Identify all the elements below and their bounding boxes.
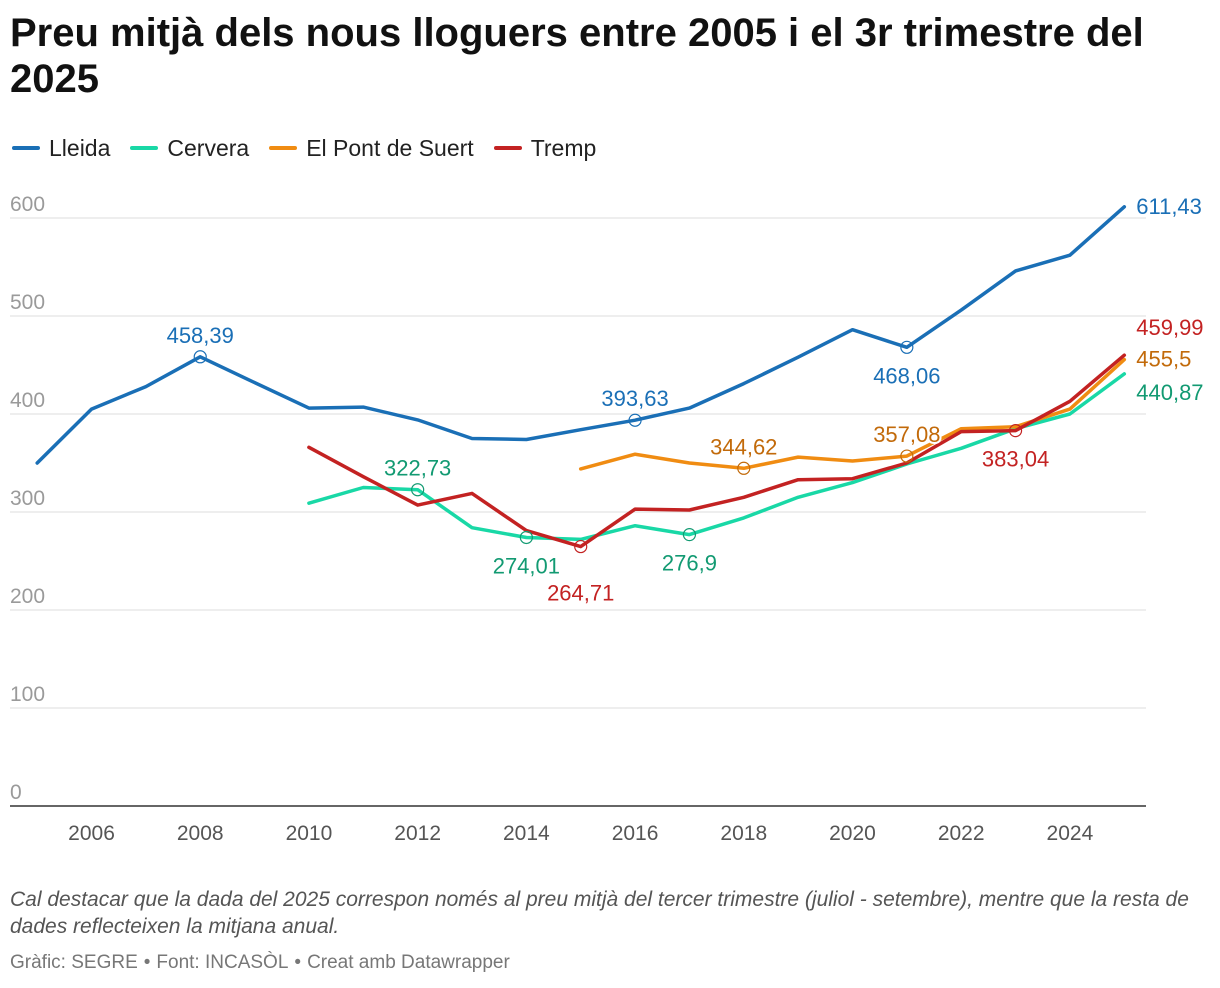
y-tick-label: 100 xyxy=(10,683,45,706)
x-tick-label: 2016 xyxy=(612,822,659,845)
source-line: Gràfic: SEGRE • Font: INCASÒL • Creat amb Da… xyxy=(10,952,510,974)
data-label: 458,39 xyxy=(167,323,234,348)
series-line-lleida xyxy=(35,205,1127,465)
credit-tool[interactable]: Creat amb Datawrapper xyxy=(307,952,510,973)
data-point-marker xyxy=(737,461,751,475)
x-tick-label: 2012 xyxy=(394,822,441,845)
x-tick-label: 2018 xyxy=(720,822,767,845)
y-tick-label: 0 xyxy=(10,781,22,804)
series-line-tremp xyxy=(307,353,1127,549)
x-tick-label: 2014 xyxy=(503,822,550,845)
data-label: 459,99 xyxy=(1136,315,1203,340)
x-tick-label: 2022 xyxy=(938,822,985,845)
legend-label: Tremp xyxy=(530,134,597,161)
separator: • xyxy=(294,952,302,973)
data-label: 468,06 xyxy=(873,363,940,388)
x-tick-label: 2024 xyxy=(1047,822,1094,845)
series-line-cervera xyxy=(307,372,1127,542)
data-point-marker xyxy=(193,350,207,364)
x-tick-label: 2006 xyxy=(68,822,115,845)
chart-note: Cal destacar que la dada del 2025 corres… xyxy=(10,888,1189,938)
legend-swatch-cervera xyxy=(130,146,159,150)
y-tick-label: 500 xyxy=(10,291,45,314)
legend-item-el-pont-de-suert[interactable]: El Pont de Suert xyxy=(269,135,474,162)
data-label: 357,08 xyxy=(873,422,940,447)
legend-swatch-lleida xyxy=(12,146,40,150)
y-tick-label: 300 xyxy=(10,487,45,510)
credit-graphic: Gràfic: SEGRE xyxy=(10,952,138,973)
legend-label: Lleida xyxy=(49,134,111,161)
data-point-marker xyxy=(1008,424,1023,438)
data-label: 383,04 xyxy=(982,447,1049,472)
data-label: 322,73 xyxy=(384,456,451,481)
y-tick-label: 400 xyxy=(10,389,45,412)
line-chart: 0 100 200 300 400 500 600 2006 2008 2010 2012 2014 2… xyxy=(10,192,1206,845)
data-point-marker xyxy=(574,539,588,554)
legend-item-cervera[interactable]: Cervera xyxy=(130,135,249,162)
x-tick-label: 2008 xyxy=(177,822,224,845)
x-tick-label: 2020 xyxy=(829,822,876,845)
legend-swatch-el-pont-de-suert xyxy=(269,146,298,150)
data-label: 344,62 xyxy=(710,434,777,459)
y-tick-label: 600 xyxy=(10,193,45,216)
data-point-marker xyxy=(411,483,425,497)
data-label: 264,71 xyxy=(547,581,614,606)
data-point-marker xyxy=(900,340,914,354)
credit-source: Font: INCASÒL xyxy=(156,952,289,973)
legend-item-lleida[interactable]: Lleida xyxy=(12,135,110,162)
data-point-marker xyxy=(900,449,914,463)
data-label: 440,87 xyxy=(1136,380,1203,405)
data-label: 393,63 xyxy=(601,386,668,411)
data-label: 611,43 xyxy=(1136,194,1202,219)
y-tick-label: 200 xyxy=(10,585,45,608)
x-tick-label: 2010 xyxy=(286,822,333,845)
data-point-marker xyxy=(519,530,533,545)
legend-label: Cervera xyxy=(167,134,250,161)
legend-swatch-tremp xyxy=(493,146,522,150)
data-label: 274,01 xyxy=(493,553,560,578)
data-point-marker xyxy=(682,528,697,542)
separator: • xyxy=(143,952,151,973)
legend-item-tremp[interactable]: Tremp xyxy=(493,134,597,162)
data-point-marker xyxy=(628,413,642,427)
chart-legend: Lleida Cervera El Pont de Suert Tremp xyxy=(12,134,616,162)
legend-label: El Pont de Suert xyxy=(306,134,474,161)
data-label: 276,9 xyxy=(662,551,717,576)
chart-title: Preu mitjà dels nous lloguers entre 2005… xyxy=(10,11,1144,101)
data-label: 455,5 xyxy=(1136,347,1191,372)
